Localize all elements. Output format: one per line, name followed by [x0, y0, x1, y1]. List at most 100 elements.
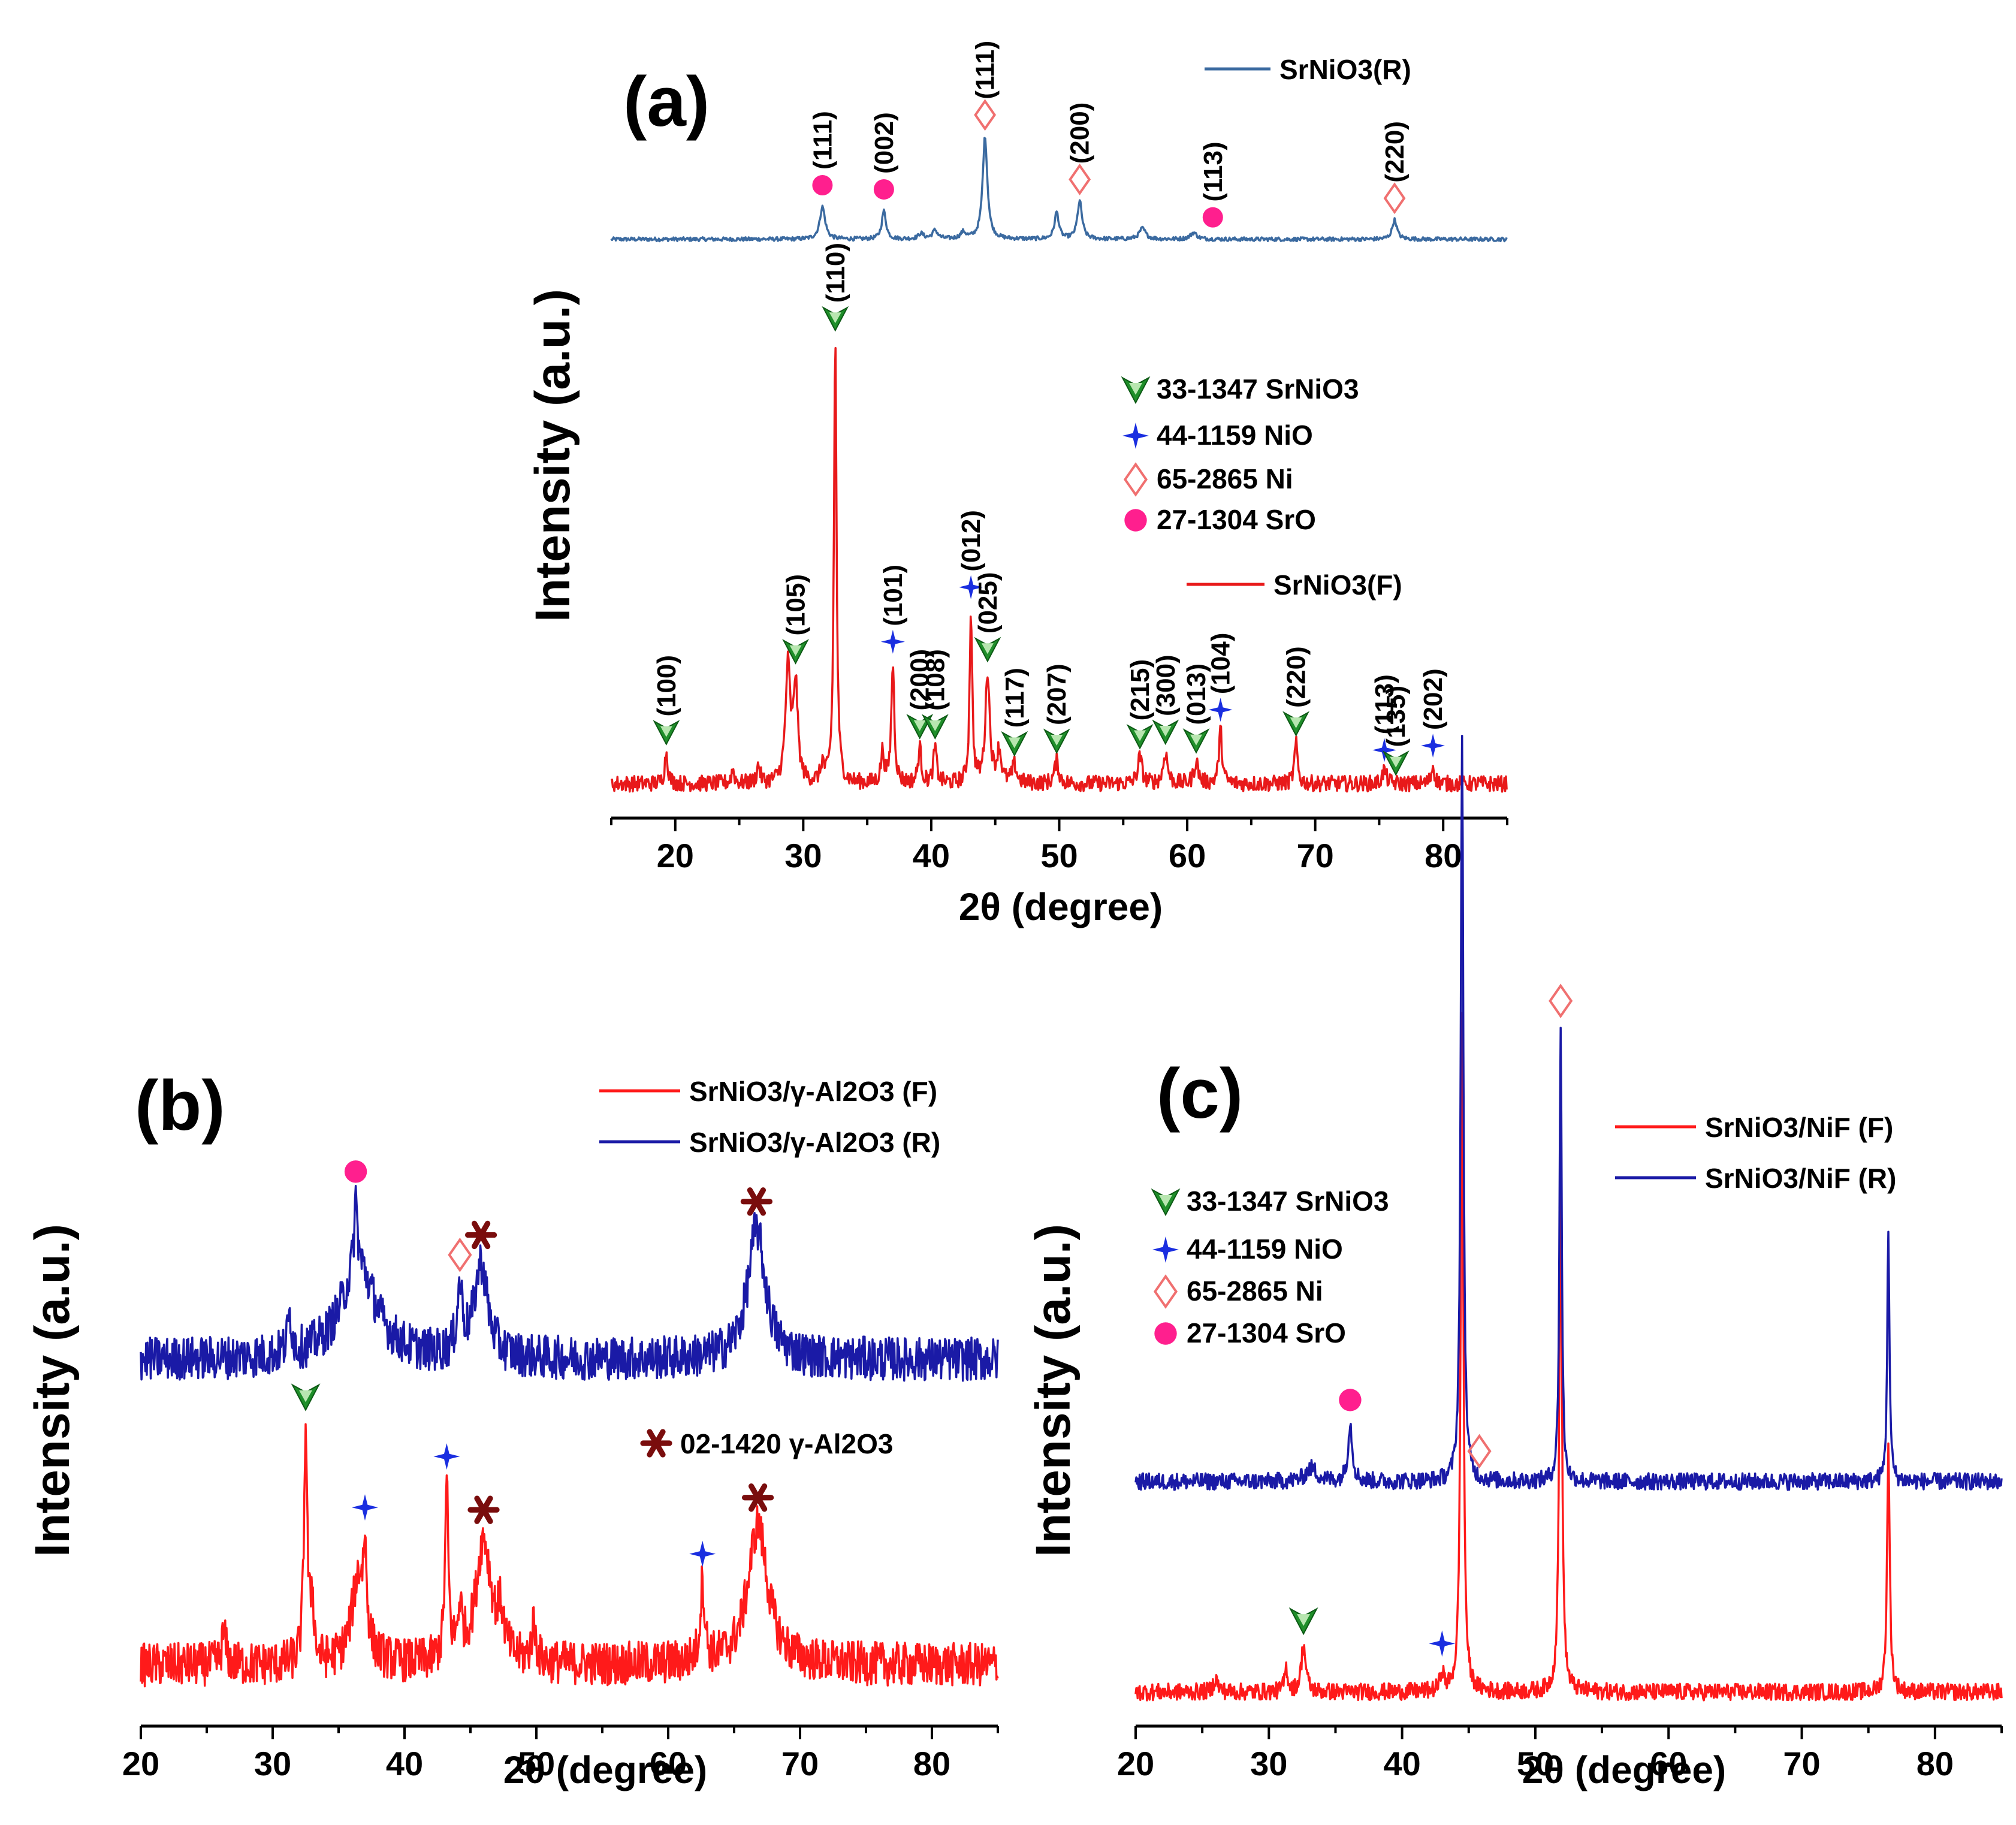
- x-tick-label: 40: [386, 1745, 423, 1782]
- legend-label-f: SrNiO3(F): [1273, 569, 1402, 601]
- legend-label-c-f: SrNiO3/NiF (F): [1705, 1112, 1893, 1143]
- series-line-srnio3-r: [610, 137, 1508, 243]
- triangle-icon: [1382, 750, 1410, 776]
- legend-label-c-r: SrNiO3/NiF (R): [1705, 1163, 1896, 1194]
- panel-b-label: (b): [135, 1066, 225, 1145]
- x-tick-label: 60: [1650, 1745, 1687, 1782]
- panel-a-legend-f: SrNiO3(F): [1187, 569, 1402, 601]
- circle-glyph: [1154, 1322, 1177, 1345]
- star-glyph: [1152, 1236, 1179, 1263]
- star-glyph: [1122, 423, 1149, 449]
- diamond-icon: [1383, 182, 1406, 215]
- peak-label: (002): [870, 112, 899, 174]
- peak-label: (100): [652, 655, 681, 717]
- panel-b-x-label: 2θ (degree): [503, 1748, 707, 1791]
- legend-c-text-nio: 44-1159 NiO: [1187, 1233, 1343, 1265]
- star-icon: [959, 575, 983, 599]
- panel-c-legend-r: SrNiO3/NiF (R): [1615, 1163, 1896, 1194]
- peak-label: (012): [956, 510, 986, 572]
- legend-entry-srnio3: 33-1347 SrNiO3: [1121, 373, 1359, 405]
- x-tick-label: 60: [650, 1745, 687, 1782]
- legend-c-triangle-icon: [1151, 1188, 1181, 1217]
- series-line-c-r: [1134, 734, 2003, 1491]
- legend-entry-al2o3: 02-1420 γ-Al2O3: [640, 1428, 893, 1459]
- legend-entry-c-srnio3: 33-1347 SrNiO3: [1151, 1186, 1389, 1217]
- diamond-icon: [1069, 163, 1091, 195]
- panel-c: (c) 20 30 40 50 60 70 80 2θ (degree) Intensity…: [1026, 734, 2003, 1791]
- triangle-icon: [291, 1383, 321, 1411]
- peak-label: (013): [1182, 663, 1211, 725]
- panel-a-series: [610, 137, 1508, 793]
- peak-label: (108): [921, 649, 950, 711]
- diamond-glyph: [1123, 462, 1148, 497]
- triangle-icon: [921, 714, 949, 740]
- x-tick-label: 70: [781, 1745, 819, 1782]
- peak-label: (104): [1206, 633, 1236, 695]
- legend-entry-c-nio: 44-1159 NiO: [1152, 1233, 1343, 1265]
- star-icon: [1208, 698, 1233, 722]
- x-tick-label: 20: [1117, 1745, 1154, 1782]
- triangle-icon: [782, 639, 809, 665]
- peak-label: (111): [971, 41, 1000, 99]
- legend-diamond-icon: [1123, 462, 1148, 497]
- peak-label: (200): [906, 649, 935, 711]
- peak-label: (135): [1381, 686, 1411, 747]
- legend-triangle-icon: [1121, 376, 1151, 405]
- legend-entry-ni: 65-2865 Ni: [1123, 462, 1293, 497]
- peak-label: (110): [821, 243, 850, 303]
- panel-b-annotations: [291, 1160, 774, 1567]
- legend-text-ni: 65-2865 Ni: [1157, 463, 1293, 494]
- legend-label-b-r: SrNiO3/γ-Al2O3 (R): [689, 1127, 940, 1158]
- star-icon: [689, 1540, 716, 1567]
- diamond-icon: [1467, 1434, 1492, 1469]
- circle-icon: [812, 175, 833, 196]
- panel-b-x-axis: 20 30 40 50 60 70 80: [122, 1724, 999, 1782]
- legend-circle-icon: [1124, 509, 1147, 532]
- x-tick-label: 60: [1169, 837, 1206, 874]
- circle-icon: [1202, 207, 1223, 228]
- x-tick-label: 50: [1517, 1745, 1554, 1782]
- legend-text-srnio3: 33-1347 SrNiO3: [1157, 373, 1359, 405]
- legend-c-diamond-icon: [1153, 1274, 1178, 1309]
- asterisk-icon: [467, 1495, 500, 1524]
- legend-c-circle-icon: [1154, 1322, 1177, 1345]
- panel-c-legend-f: SrNiO3/NiF (F): [1615, 1112, 1893, 1143]
- triangle-glyph: [1151, 1188, 1181, 1217]
- x-tick-label: 20: [122, 1745, 159, 1782]
- panel-a-x-label: 2θ (degree): [959, 885, 1163, 928]
- triangle-icon: [822, 306, 849, 332]
- peak-label: (220): [1282, 646, 1311, 708]
- legend-text-sro: 27-1304 SrO: [1157, 504, 1316, 535]
- x-tick-label: 30: [1250, 1745, 1287, 1782]
- panel-b-series: [140, 1184, 999, 1688]
- peak-label: (101): [879, 565, 908, 626]
- circle-icon: [344, 1160, 367, 1183]
- x-tick-label: 80: [1425, 837, 1462, 874]
- circle-glyph: [1124, 509, 1147, 532]
- peak-label: (117): [1000, 668, 1030, 728]
- legend-entry-c-ni: 65-2865 Ni: [1153, 1274, 1323, 1309]
- diamond-glyph: [1153, 1274, 1178, 1309]
- star-icon: [1372, 738, 1396, 762]
- diamond-icon: [448, 1237, 472, 1272]
- x-tick-label: 30: [254, 1745, 291, 1782]
- panel-a-phase-legend: 33-1347 SrNiO3 44-1159 NiO 65-2865 Ni 27…: [1121, 373, 1359, 535]
- star-icon: [880, 629, 905, 654]
- peak-label: (111): [808, 111, 837, 170]
- x-tick-label: 20: [657, 837, 694, 874]
- series-line-srnio3-f: [610, 347, 1508, 793]
- circle-icon: [873, 179, 894, 200]
- legend-entry-c-sro: 27-1304 SrO: [1154, 1317, 1346, 1349]
- x-tick-label: 80: [1917, 1745, 1954, 1782]
- x-tick-label: 40: [913, 837, 950, 874]
- legend-asterisk-icon: [640, 1429, 672, 1458]
- panel-c-y-label: Intensity (a.u.): [1026, 1224, 1081, 1557]
- panel-a-legend-r: SrNiO3(R): [1205, 54, 1411, 85]
- x-tick-label: 30: [784, 837, 822, 874]
- peak-label: (220): [1380, 121, 1410, 183]
- legend-c-star-icon: [1152, 1236, 1179, 1263]
- panel-c-x-label: 2θ (degree): [1522, 1748, 1726, 1791]
- x-tick-label: 70: [1783, 1745, 1820, 1782]
- peak-label: (207): [1042, 663, 1072, 725]
- legend-c-text-sro: 27-1304 SrO: [1187, 1317, 1346, 1349]
